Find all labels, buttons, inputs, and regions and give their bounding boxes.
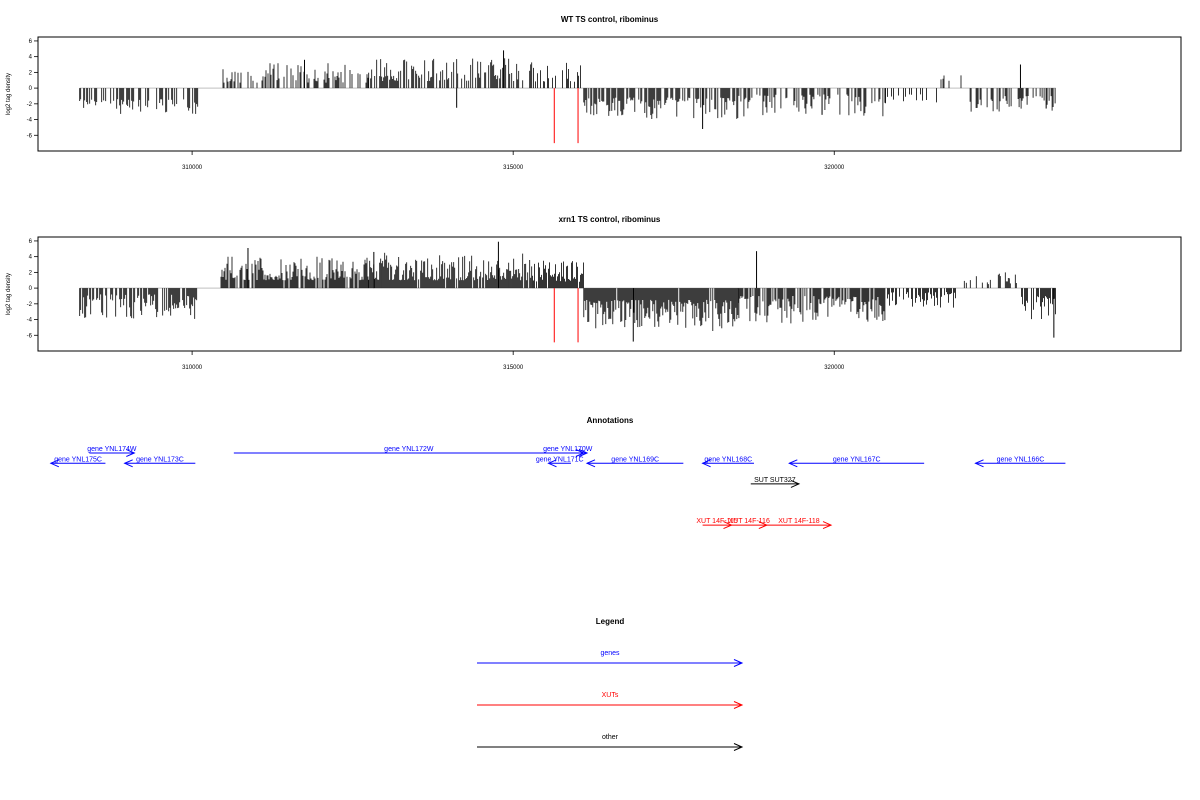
- annotations-title: Annotations: [587, 416, 634, 425]
- feature-label: gene YNL167C: [833, 456, 881, 463]
- feature-label: gene YNL173C: [136, 456, 184, 463]
- x-tick-label: 310000: [182, 365, 203, 371]
- feature-label: SUT SUT327: [754, 477, 796, 484]
- feature-label: gene YNL171C: [536, 456, 584, 463]
- feature-label: gene YNL169C: [611, 456, 659, 463]
- feature-label: XUT 14F-115: [696, 518, 737, 525]
- y-tick-label: 4: [29, 55, 33, 61]
- feature-label: XUT 14F-118: [778, 518, 819, 525]
- feature-arrow: [788, 459, 925, 468]
- feature-arrow: [701, 459, 754, 468]
- feature-arrow: [750, 479, 801, 488]
- y-tick-label: -6: [27, 333, 33, 339]
- y-tick-label: -4: [27, 318, 33, 324]
- feature-arrow: [123, 459, 196, 468]
- x-tick-label: 315000: [503, 165, 524, 171]
- density-bars: [79, 58, 1056, 119]
- feature-label: gene YNL170W: [543, 446, 593, 453]
- legend-label: other: [602, 734, 619, 741]
- feature-label: gene YNL174W: [87, 446, 137, 453]
- feature-arrow: [974, 459, 1066, 468]
- feature-arrow: [548, 449, 589, 457]
- feature-label: XUT 14F-116: [728, 518, 769, 525]
- x-tick-label: 320000: [824, 365, 845, 371]
- plot-frame: [37, 236, 1182, 352]
- legend-label: genes: [600, 650, 620, 657]
- legend-panel: Legend genes XUTs other: [477, 617, 744, 751]
- legend-arrow: [477, 743, 744, 751]
- feature-label: gene YNL172W: [384, 446, 434, 453]
- feature-arrow: [547, 459, 571, 468]
- legend-title: Legend: [596, 617, 625, 626]
- feature-arrow: [89, 449, 136, 457]
- feature-arrow: [766, 521, 833, 530]
- x-tick-label: 310000: [182, 165, 203, 171]
- xrn1-track-panel: xrn1 TS control, ribominus log2 tag densi…: [6, 215, 1182, 371]
- feature-arrow: [585, 459, 684, 468]
- y-tick-label: 0: [29, 286, 33, 292]
- density-bars: [79, 252, 1056, 331]
- y-tick-label: 6: [29, 39, 33, 45]
- y-axis-label: log2 tag density: [6, 73, 12, 115]
- feature-arrow: [49, 459, 106, 468]
- feature-label: gene YNL166C: [997, 456, 1045, 463]
- plot-frame: [37, 36, 1182, 152]
- legend-arrow: [477, 659, 744, 667]
- y-tick-label: 2: [29, 270, 33, 276]
- y-axis-label: log2 tag density: [6, 273, 12, 315]
- annotations-panel: Annotations gene YNL174W gene YNL175C gene…: [49, 416, 1066, 530]
- chart-title: WT TS control, ribominus: [561, 15, 659, 24]
- y-tick-label: 4: [29, 255, 33, 261]
- wt-track-panel: WT TS control, ribominus log2 tag density…: [6, 15, 1182, 171]
- y-tick-label: -2: [27, 102, 33, 108]
- y-tick-label: 0: [29, 86, 33, 92]
- legend-arrow: [477, 701, 744, 709]
- feature-label: gene YNL175C: [54, 456, 102, 463]
- legend-label: XUTs: [602, 692, 619, 699]
- y-tick-label: -2: [27, 302, 33, 308]
- y-tick-label: 6: [29, 239, 33, 245]
- feature-label: gene YNL168C: [704, 456, 752, 463]
- chart-title: xrn1 TS control, ribominus: [559, 215, 661, 224]
- y-tick-label: 2: [29, 70, 33, 76]
- y-tick-label: -4: [27, 118, 33, 124]
- x-tick-label: 315000: [503, 365, 524, 371]
- y-tick-label: -6: [27, 133, 33, 139]
- x-tick-label: 320000: [824, 165, 845, 171]
